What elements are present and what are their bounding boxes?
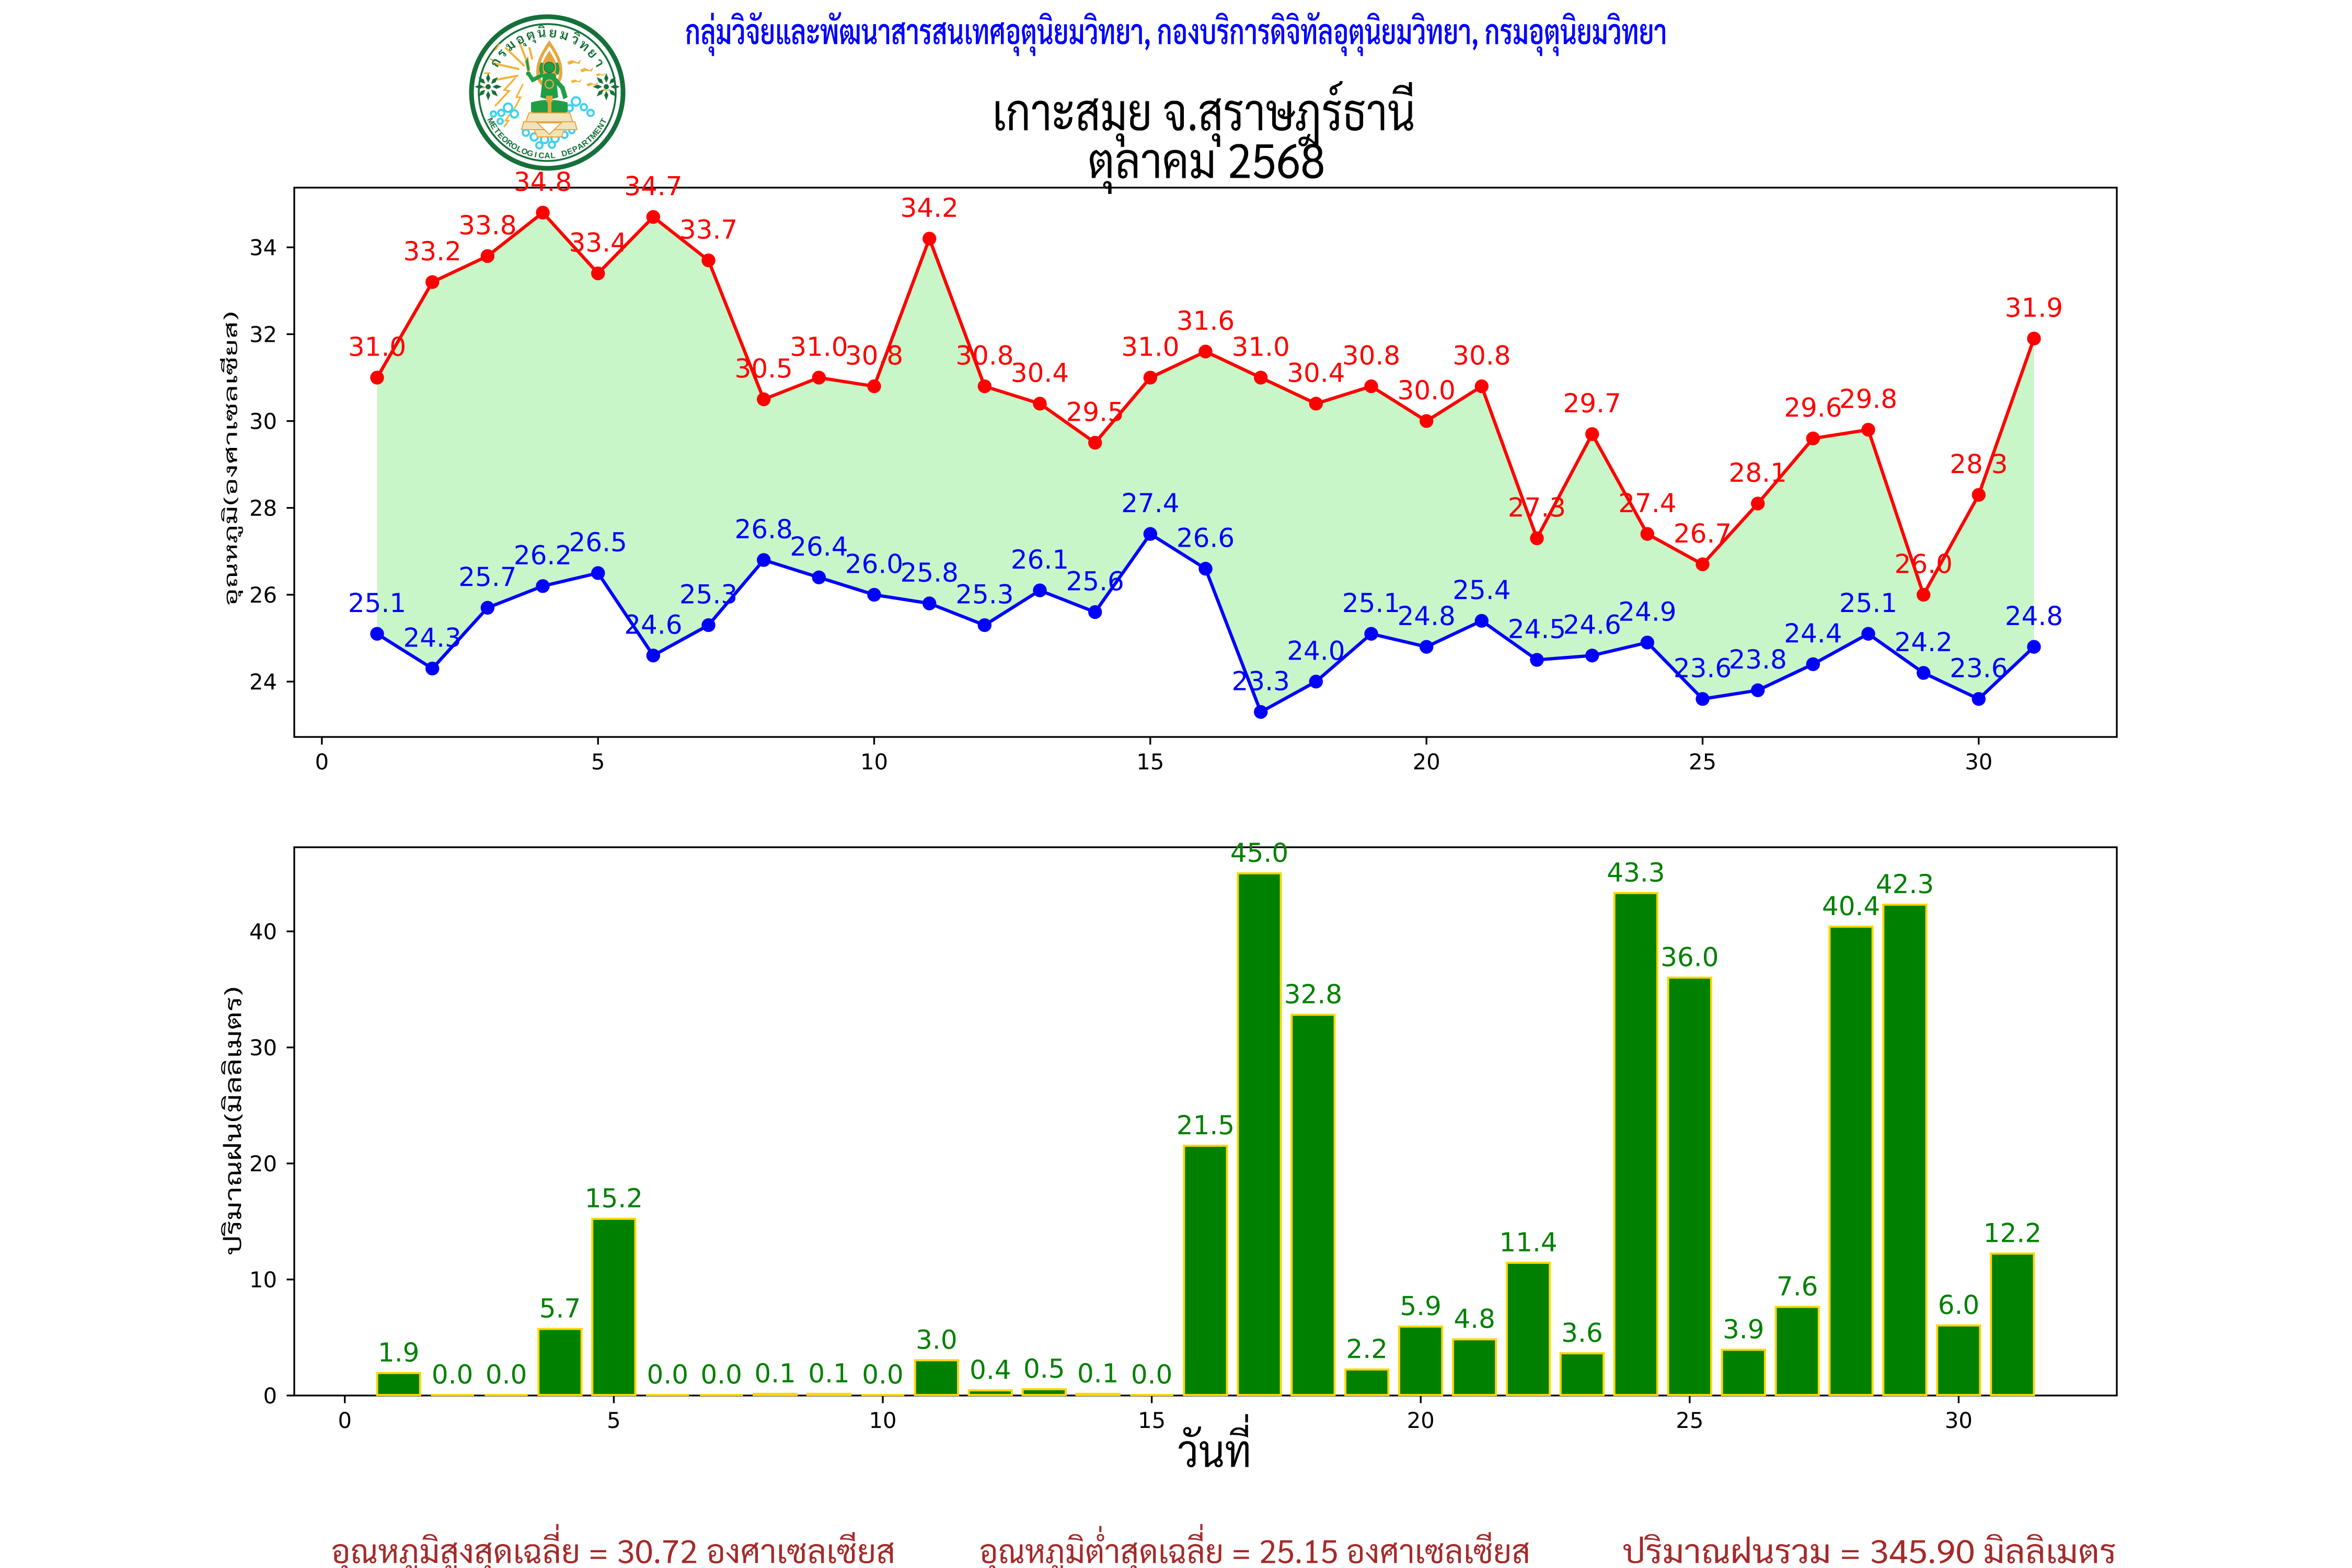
- svg-text:D: D: [560, 148, 568, 158]
- svg-text:G: G: [526, 148, 534, 159]
- svg-text:C: C: [538, 151, 545, 160]
- svg-text:A: A: [544, 152, 550, 160]
- svg-text:I: I: [534, 151, 537, 160]
- svg-text:O: O: [520, 146, 529, 157]
- svg-text:L: L: [550, 151, 556, 160]
